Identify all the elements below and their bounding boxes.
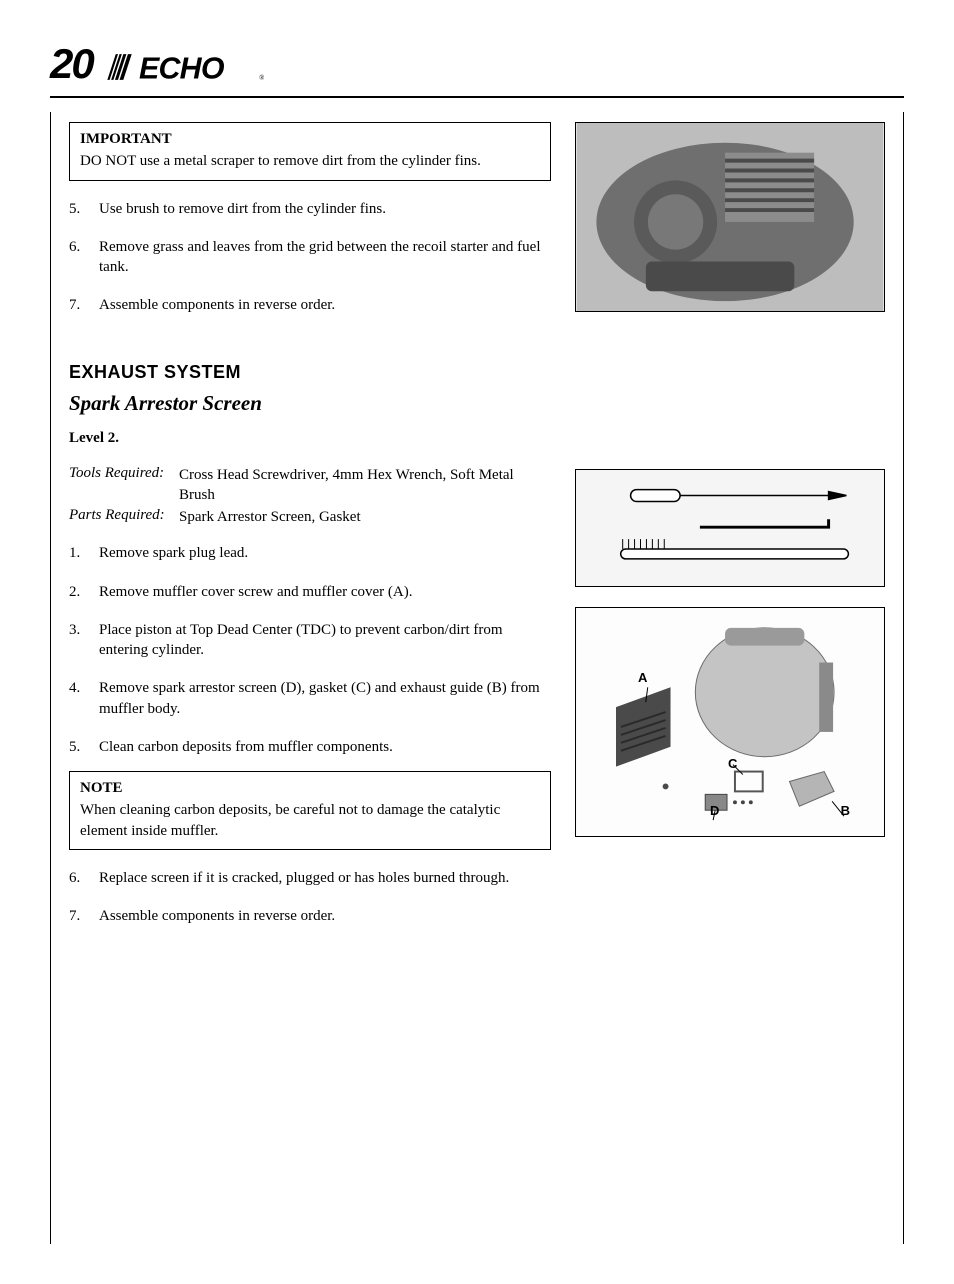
tools-required-value: Cross Head Screwdriver, 4mm Hex Wrench, … bbox=[179, 465, 551, 506]
parts-required-value: Spark Arrestor Screen, Gasket bbox=[179, 507, 551, 527]
important-callout: IMPORTANT DO NOT use a metal scraper to … bbox=[69, 122, 551, 181]
step-item: Clean carbon deposits from muffler compo… bbox=[69, 737, 551, 757]
engine-photo-figure bbox=[575, 122, 885, 312]
tools-illustration-icon bbox=[591, 475, 868, 579]
note-callout: NOTE When cleaning carbon deposits, be c… bbox=[69, 771, 551, 850]
main-right-column: A B C D bbox=[575, 465, 885, 837]
important-text: DO NOT use a metal scraper to remove dir… bbox=[80, 151, 540, 171]
page-number: 20 bbox=[50, 40, 93, 88]
step-item: Replace screen if it is cracked, plugged… bbox=[69, 868, 551, 888]
figure-label-b: B bbox=[841, 803, 850, 818]
step-item: Remove muffler cover screw and muffler c… bbox=[69, 582, 551, 602]
muffler-exploded-icon bbox=[576, 608, 884, 836]
steps-after-note-list: Replace screen if it is cracked, plugged… bbox=[69, 868, 551, 927]
svg-text:ECHO: ECHO bbox=[139, 51, 225, 85]
content-frame: IMPORTANT DO NOT use a metal scraper to … bbox=[50, 112, 904, 1244]
step-item: Use brush to remove dirt from the cylind… bbox=[69, 199, 551, 219]
top-right-column bbox=[575, 122, 885, 324]
svg-text:®: ® bbox=[259, 75, 264, 82]
main-columns: Tools Required: Cross Head Screwdriver, … bbox=[69, 465, 885, 945]
tools-figure bbox=[575, 469, 885, 587]
step-item: Remove spark plug lead. bbox=[69, 543, 551, 563]
step-item: Assemble components in reverse order. bbox=[69, 906, 551, 926]
steps-top-list: Use brush to remove dirt from the cylind… bbox=[69, 199, 551, 316]
note-title: NOTE bbox=[80, 778, 540, 798]
requirements-block: Tools Required: Cross Head Screwdriver, … bbox=[69, 465, 551, 528]
parts-required-row: Parts Required: Spark Arrestor Screen, G… bbox=[69, 507, 551, 527]
steps-main-list: Remove spark plug lead. Remove muffler c… bbox=[69, 543, 551, 757]
figure-label-a: A bbox=[638, 670, 647, 685]
echo-logo-icon: ECHO ® bbox=[101, 48, 268, 86]
subsection-heading: Spark Arrestor Screen bbox=[69, 391, 885, 416]
parts-required-label: Parts Required: bbox=[69, 507, 179, 527]
brand-logo: ECHO ® bbox=[101, 46, 268, 88]
level-label: Level 2. bbox=[69, 430, 885, 447]
step-item: Remove spark arrestor screen (D), gasket… bbox=[69, 678, 551, 719]
section-heading: EXHAUST SYSTEM bbox=[69, 362, 885, 383]
top-columns: IMPORTANT DO NOT use a metal scraper to … bbox=[69, 122, 885, 334]
muffler-figure: A B C D bbox=[575, 607, 885, 837]
step-item: Place piston at Top Dead Center (TDC) to… bbox=[69, 620, 551, 661]
top-left-column: IMPORTANT DO NOT use a metal scraper to … bbox=[69, 122, 551, 334]
engine-photo-icon bbox=[576, 123, 884, 311]
tools-required-label: Tools Required: bbox=[69, 465, 179, 506]
page-header: 20 ECHO ® bbox=[50, 40, 904, 98]
step-item: Remove grass and leaves from the grid be… bbox=[69, 237, 551, 278]
tools-required-row: Tools Required: Cross Head Screwdriver, … bbox=[69, 465, 551, 506]
note-text: When cleaning carbon deposits, be carefu… bbox=[80, 800, 540, 841]
figure-label-c: C bbox=[728, 756, 737, 771]
main-left-column: Tools Required: Cross Head Screwdriver, … bbox=[69, 465, 551, 945]
step-item: Assemble components in reverse order. bbox=[69, 295, 551, 315]
figure-label-d: D bbox=[710, 803, 719, 818]
important-title: IMPORTANT bbox=[80, 129, 540, 149]
